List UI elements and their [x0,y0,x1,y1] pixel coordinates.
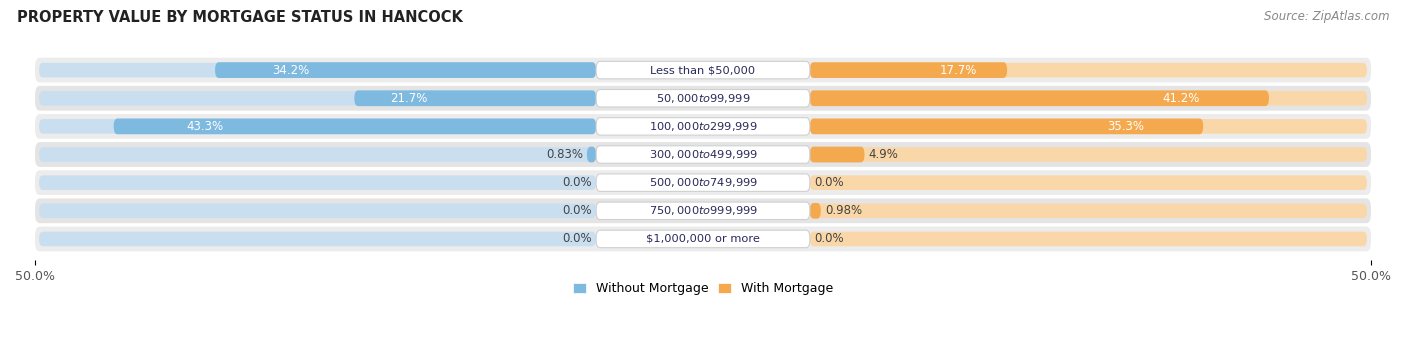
Text: Less than $50,000: Less than $50,000 [651,65,755,75]
FancyBboxPatch shape [39,204,596,218]
Text: 4.9%: 4.9% [869,148,898,161]
FancyBboxPatch shape [39,119,596,134]
Text: 0.0%: 0.0% [562,176,592,189]
FancyBboxPatch shape [810,232,1367,246]
FancyBboxPatch shape [39,175,596,190]
FancyBboxPatch shape [596,146,810,163]
FancyBboxPatch shape [35,142,1371,167]
FancyBboxPatch shape [35,114,1371,139]
FancyBboxPatch shape [35,58,1371,83]
FancyBboxPatch shape [596,89,810,107]
Text: 35.3%: 35.3% [1107,120,1144,133]
FancyBboxPatch shape [354,90,596,106]
Text: 0.0%: 0.0% [814,233,844,245]
FancyBboxPatch shape [596,230,810,248]
Text: $500,000 to $749,999: $500,000 to $749,999 [648,176,758,189]
FancyBboxPatch shape [596,62,810,79]
FancyBboxPatch shape [35,86,1371,110]
FancyBboxPatch shape [810,62,1007,78]
Text: 0.83%: 0.83% [546,148,583,161]
FancyBboxPatch shape [810,147,1367,162]
Text: $300,000 to $499,999: $300,000 to $499,999 [648,148,758,161]
FancyBboxPatch shape [810,175,1367,190]
FancyBboxPatch shape [35,170,1371,195]
FancyBboxPatch shape [114,119,596,134]
Text: $100,000 to $299,999: $100,000 to $299,999 [648,120,758,133]
FancyBboxPatch shape [586,147,596,163]
FancyBboxPatch shape [35,226,1371,251]
FancyBboxPatch shape [35,199,1371,223]
Text: 0.98%: 0.98% [825,204,862,217]
Text: Source: ZipAtlas.com: Source: ZipAtlas.com [1264,10,1389,23]
FancyBboxPatch shape [39,91,596,105]
Text: 34.2%: 34.2% [273,64,309,76]
FancyBboxPatch shape [810,203,821,219]
Text: 41.2%: 41.2% [1163,92,1201,105]
Text: PROPERTY VALUE BY MORTGAGE STATUS IN HANCOCK: PROPERTY VALUE BY MORTGAGE STATUS IN HAN… [17,10,463,25]
Text: $750,000 to $999,999: $750,000 to $999,999 [648,204,758,217]
Text: $50,000 to $99,999: $50,000 to $99,999 [655,92,751,105]
Text: 21.7%: 21.7% [391,92,427,105]
FancyBboxPatch shape [810,119,1204,134]
FancyBboxPatch shape [810,90,1270,106]
FancyBboxPatch shape [39,63,596,78]
Text: 17.7%: 17.7% [941,64,977,76]
FancyBboxPatch shape [39,147,596,162]
FancyBboxPatch shape [215,62,596,78]
Text: 0.0%: 0.0% [562,233,592,245]
FancyBboxPatch shape [810,147,865,163]
FancyBboxPatch shape [810,63,1367,78]
FancyBboxPatch shape [810,119,1367,134]
Legend: Without Mortgage, With Mortgage: Without Mortgage, With Mortgage [568,277,838,300]
FancyBboxPatch shape [596,202,810,220]
FancyBboxPatch shape [596,118,810,135]
Text: 0.0%: 0.0% [562,204,592,217]
Text: 0.0%: 0.0% [814,176,844,189]
Text: $1,000,000 or more: $1,000,000 or more [647,234,759,244]
FancyBboxPatch shape [39,232,596,246]
FancyBboxPatch shape [810,91,1367,105]
Text: 43.3%: 43.3% [186,120,224,133]
FancyBboxPatch shape [810,204,1367,218]
FancyBboxPatch shape [596,174,810,191]
